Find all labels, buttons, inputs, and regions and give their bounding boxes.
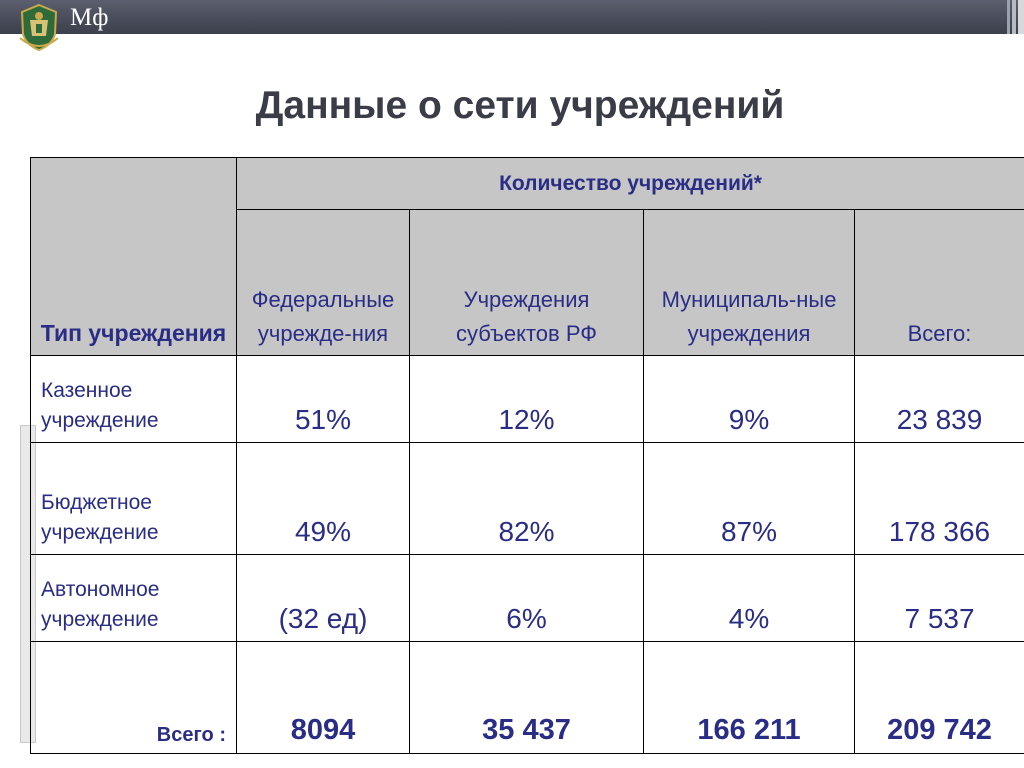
table-cell: 4% xyxy=(643,554,855,642)
total-cell: 209 742 xyxy=(853,641,1024,754)
table-cell: 49% xyxy=(236,442,410,555)
total-row: Всего : 8094 35 437 166 211 209 742 xyxy=(30,641,1024,754)
column-header: Муниципаль-ные учреждения xyxy=(643,209,855,356)
table-cell: 6% xyxy=(409,554,644,642)
total-cell: 166 211 xyxy=(643,641,855,754)
row-label: Казенное учреждение xyxy=(30,355,237,443)
column-header: Всего: xyxy=(853,209,1024,356)
decorative-stripes xyxy=(988,0,1024,34)
table-cell: 87% xyxy=(643,442,855,555)
table-row: Автономное учреждение (32 ед) 6% 4% 7 53… xyxy=(30,554,1024,642)
column-header: Федеральные учрежде-ния xyxy=(236,209,410,356)
table-cell: 178 366 xyxy=(853,442,1024,555)
column-header: Учреждения субъектов РФ xyxy=(409,209,644,356)
institutions-table: Тип учреждения Количество учреждений* Фе… xyxy=(30,157,1024,754)
total-cell: 8094 xyxy=(236,641,410,754)
row-label: Автономное учреждение xyxy=(30,554,237,642)
table-cell: 82% xyxy=(409,442,644,555)
type-header: Тип учреждения xyxy=(30,157,237,356)
ministry-emblem-icon xyxy=(19,3,59,52)
table-cell: 51% xyxy=(236,355,410,443)
top-bar xyxy=(0,0,1024,34)
table-cell: 23 839 xyxy=(853,355,1024,443)
table-row: Казенное учреждение 51% 12% 9% 23 839 xyxy=(30,355,1024,443)
table-cell: 9% xyxy=(643,355,855,443)
table-cell: 12% xyxy=(409,355,644,443)
total-label: Всего : xyxy=(30,641,237,754)
table-cell: 7 537 xyxy=(853,554,1024,642)
table-row: Бюджетное учреждение 49% 82% 87% 178 366 xyxy=(30,442,1024,555)
table-cell: (32 ед) xyxy=(236,554,410,642)
total-cell: 35 437 xyxy=(409,641,644,754)
group-header: Количество учреждений* xyxy=(235,157,1024,210)
logo-text: Мф xyxy=(70,4,109,31)
page-title: Данные о сети учреждений xyxy=(255,84,785,127)
row-label: Бюджетное учреждение xyxy=(30,442,237,555)
